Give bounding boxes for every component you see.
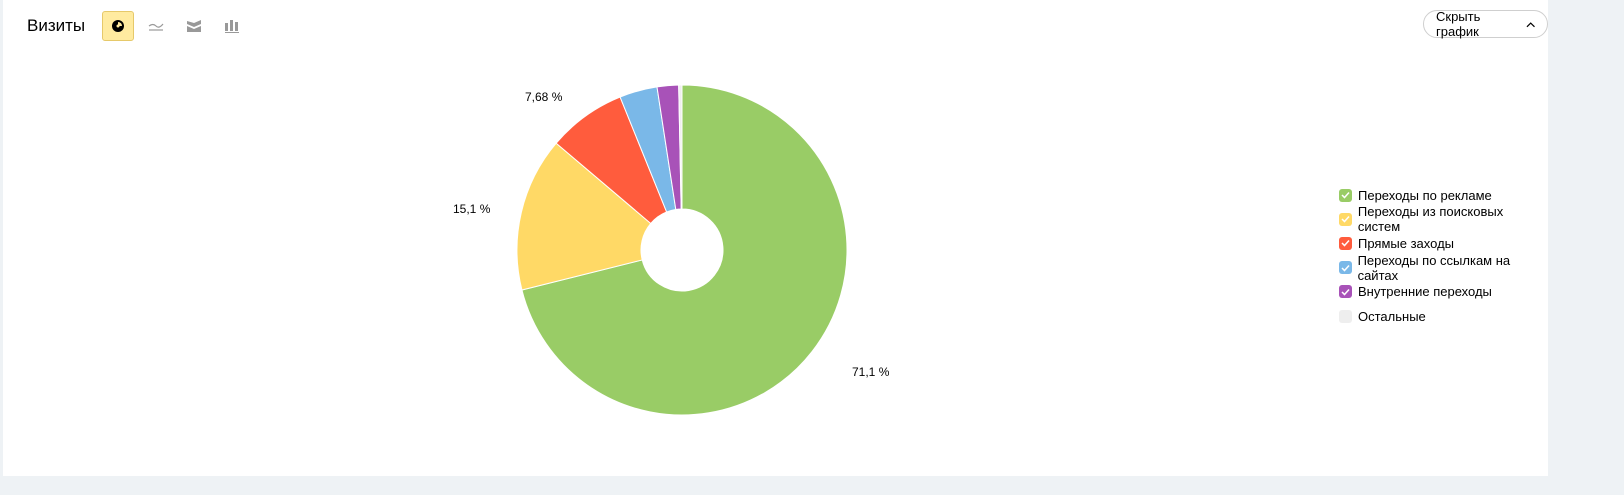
legend-label: Остальные bbox=[1358, 308, 1426, 324]
checkbox-icon[interactable] bbox=[1339, 188, 1352, 202]
legend-item[interactable]: Переходы из поисковых систем bbox=[1339, 204, 1548, 235]
pie-chart-icon bbox=[112, 20, 124, 32]
legend-item[interactable]: Переходы по рекламе bbox=[1339, 183, 1548, 207]
hide-chart-button[interactable]: Скрыть график bbox=[1423, 9, 1548, 39]
checkbox-icon[interactable] bbox=[1339, 236, 1352, 250]
legend-label: Внутренние переходы bbox=[1358, 284, 1492, 300]
legend-label: Переходы по рекламе bbox=[1358, 187, 1492, 203]
bar-chart-icon bbox=[225, 20, 239, 33]
data-label: 15,1 % bbox=[453, 202, 491, 216]
legend-item[interactable]: Прямые заходы bbox=[1339, 231, 1548, 255]
pie-slice[interactable] bbox=[678, 84, 683, 210]
bar-chart-button[interactable] bbox=[216, 11, 248, 41]
legend-item[interactable]: Остальные bbox=[1339, 304, 1548, 328]
chart-card: Визиты Скрыть график 71,1 % 15,1 % 7,68 … bbox=[3, 0, 1548, 476]
legend-label: Переходы по ссылкам на сайтах bbox=[1357, 252, 1511, 283]
checkbox-icon[interactable] bbox=[1339, 285, 1352, 299]
data-label: 7,68 % bbox=[525, 90, 563, 104]
legend-label: Прямые заходы bbox=[1358, 235, 1455, 251]
pie-slice[interactable] bbox=[516, 142, 652, 291]
line-chart-icon bbox=[148, 23, 164, 31]
pie-slice[interactable] bbox=[521, 84, 848, 416]
data-label: 71,1 % bbox=[852, 365, 890, 379]
checkbox-icon[interactable] bbox=[1339, 261, 1352, 275]
area-chart-button[interactable] bbox=[178, 11, 210, 41]
hide-chart-label: Скрыть график bbox=[1436, 9, 1481, 39]
legend-label: Переходы из поисковых систем bbox=[1357, 204, 1504, 235]
pie-chart-button[interactable] bbox=[102, 11, 134, 41]
line-chart-button[interactable] bbox=[140, 11, 172, 41]
chart-title: Визиты bbox=[27, 16, 86, 35]
legend-item[interactable]: Переходы по ссылкам на сайтах bbox=[1339, 252, 1548, 283]
area-chart-icon bbox=[187, 20, 201, 32]
checkbox-icon[interactable] bbox=[1339, 309, 1352, 323]
legend-item[interactable]: Внутренние переходы bbox=[1339, 280, 1548, 304]
chevron-up-icon bbox=[1526, 21, 1535, 27]
legend: Переходы по рекламе Переходы из поисковых… bbox=[1339, 183, 1548, 328]
checkbox-icon[interactable] bbox=[1339, 212, 1352, 226]
